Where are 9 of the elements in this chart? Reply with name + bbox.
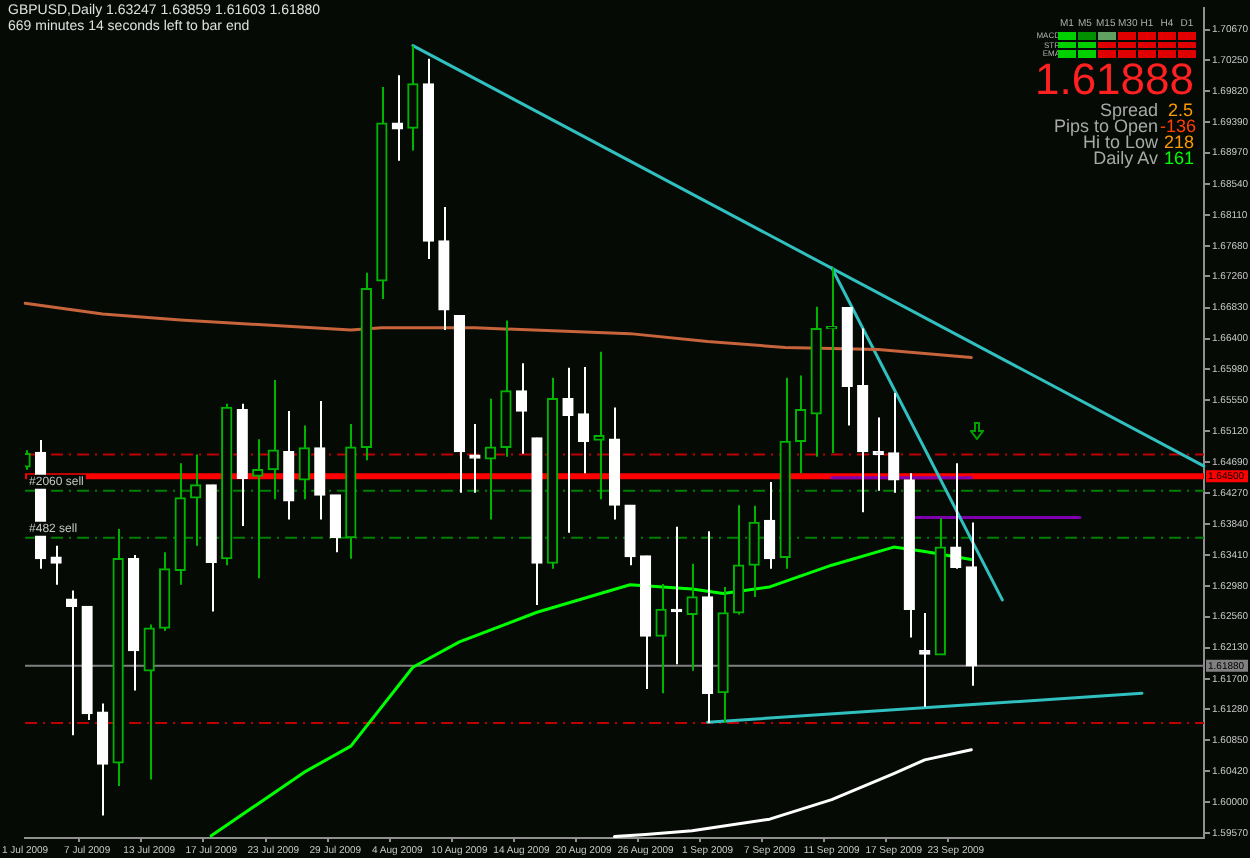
annotation: Spread — [1099, 100, 1158, 120]
annotation: -136 — [1160, 116, 1197, 136]
annotation: Pips to Open — [1053, 116, 1158, 136]
annotation: Daily Av — [1093, 148, 1158, 168]
annotation: 161 — [1164, 148, 1195, 168]
annotation: 2.5 — [1168, 100, 1194, 120]
annotation: 218 — [1164, 132, 1195, 152]
annotation: 1.61888 — [1034, 54, 1194, 104]
annotation: Hi to Low — [1082, 132, 1158, 152]
